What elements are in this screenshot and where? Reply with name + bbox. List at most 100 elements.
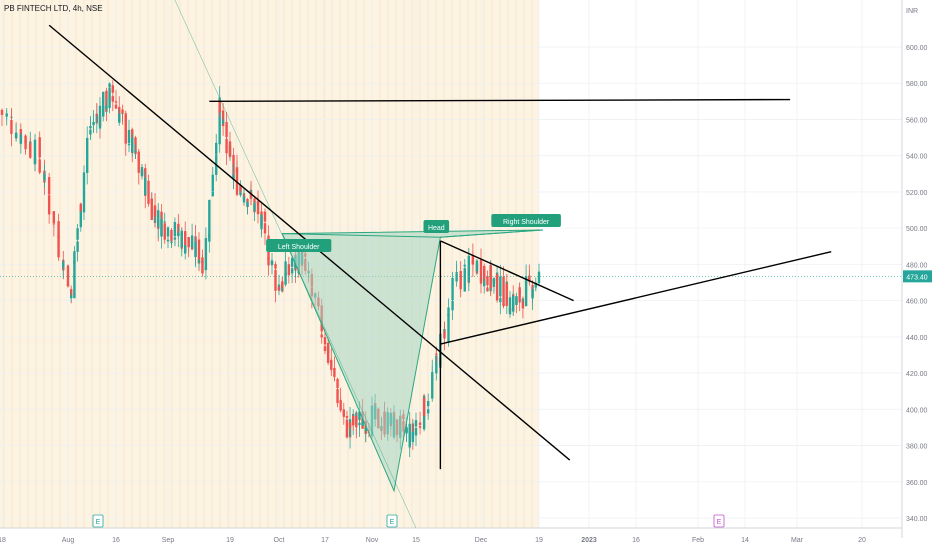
time-tick-label: Sep — [162, 537, 175, 544]
candle-body — [211, 174, 214, 192]
candle-body — [197, 260, 201, 263]
candle-body — [515, 296, 518, 306]
time-tick-label: 17 — [321, 537, 329, 544]
candle-body — [218, 100, 221, 113]
candle-body — [235, 167, 239, 195]
candle-body — [62, 262, 65, 268]
price-tick-label: 340.00 — [906, 516, 928, 523]
faint-trendline — [174, 0, 417, 529]
candle-body — [239, 186, 242, 191]
candle-body — [47, 177, 51, 195]
candle-body — [502, 276, 505, 306]
candle-body — [86, 137, 89, 156]
candle-body — [79, 206, 82, 228]
candle-body — [521, 301, 525, 309]
time-tick-label: Dec — [475, 537, 488, 544]
candle-body — [455, 272, 458, 274]
neckline-right — [440, 229, 543, 238]
candle-body — [435, 353, 438, 355]
price-tick-label: 520.00 — [906, 190, 928, 197]
candle-body — [153, 205, 157, 217]
time-tick-label: Feb — [692, 537, 704, 544]
candle-body — [118, 113, 121, 123]
candle-body — [38, 159, 41, 173]
earnings-marker-label: E — [96, 519, 101, 526]
candle-body — [166, 227, 170, 237]
candle-body — [479, 278, 483, 284]
candle-body — [414, 427, 418, 436]
candle-body — [173, 222, 177, 237]
currency-label: INR — [906, 8, 918, 15]
last-price-label: 473.40 — [906, 274, 928, 281]
candle-body — [52, 211, 56, 224]
candle-body — [467, 255, 471, 282]
candle-body — [463, 268, 466, 292]
time-tick-label: Aug — [62, 537, 75, 544]
candle-body — [249, 192, 253, 199]
time-tick-label: 16 — [632, 537, 640, 544]
candle-body — [518, 287, 521, 303]
candle-body — [455, 274, 458, 282]
candle-body — [190, 235, 194, 248]
candle-body — [330, 359, 333, 370]
candle-body — [204, 238, 208, 270]
candle-body — [528, 275, 531, 282]
price-tick-label: 540.00 — [906, 154, 928, 161]
candle-body — [411, 431, 415, 442]
head-label-bg — [423, 220, 450, 233]
candle-body — [348, 422, 352, 428]
time-tick-label: 20 — [858, 537, 866, 544]
candle-body — [336, 378, 339, 388]
price-tick-label: 480.00 — [906, 262, 928, 269]
candle-body — [531, 289, 534, 299]
price-tick-label: 400.00 — [906, 407, 928, 414]
right-shoulder-label-bg — [491, 214, 561, 227]
candle-body — [260, 215, 263, 230]
trendline-triangle-upper — [440, 240, 574, 302]
candle-body — [201, 257, 204, 274]
price-tick-label: 580.00 — [906, 81, 928, 88]
candle-body — [140, 167, 144, 177]
candle-body — [256, 202, 260, 215]
time-tick-label: 2023 — [581, 537, 597, 544]
candle-body — [111, 85, 114, 93]
candle-body — [447, 313, 450, 343]
candle-body — [342, 411, 345, 417]
candle-body — [524, 281, 528, 307]
candle-body — [323, 337, 327, 345]
candle-body — [422, 397, 426, 416]
candle-body — [274, 269, 277, 291]
price-tick-label: 440.00 — [906, 335, 928, 342]
candle-body — [323, 346, 327, 352]
time-tick-label: 14 — [741, 537, 749, 544]
time-tick-label: 15 — [412, 537, 420, 544]
candle-body — [326, 342, 330, 363]
candle-body — [361, 421, 364, 426]
candle-body — [218, 97, 221, 145]
candle-body — [150, 198, 153, 220]
candle-body — [483, 265, 486, 279]
candle-body — [76, 228, 79, 240]
candle-body — [336, 389, 339, 404]
last-price-tag — [903, 270, 932, 283]
candle-body — [253, 203, 256, 212]
candle-body — [486, 276, 489, 286]
time-tick-label: 18 — [0, 537, 6, 544]
candle-body — [431, 378, 434, 399]
time-tick-label: 19 — [226, 537, 234, 544]
candle-body — [290, 257, 294, 267]
candle-body — [127, 129, 131, 144]
candle-body — [114, 104, 118, 109]
candle-body — [19, 134, 23, 144]
price-tick-label: 380.00 — [906, 444, 928, 451]
candle-body — [102, 91, 105, 117]
left-shoulder-label-bg — [266, 239, 332, 252]
candle-body — [492, 278, 496, 283]
candle-body — [443, 331, 446, 339]
price-tick-label: 360.00 — [906, 480, 928, 487]
candle-body — [232, 174, 235, 180]
candle-body — [98, 105, 102, 129]
candle-body — [187, 237, 190, 248]
